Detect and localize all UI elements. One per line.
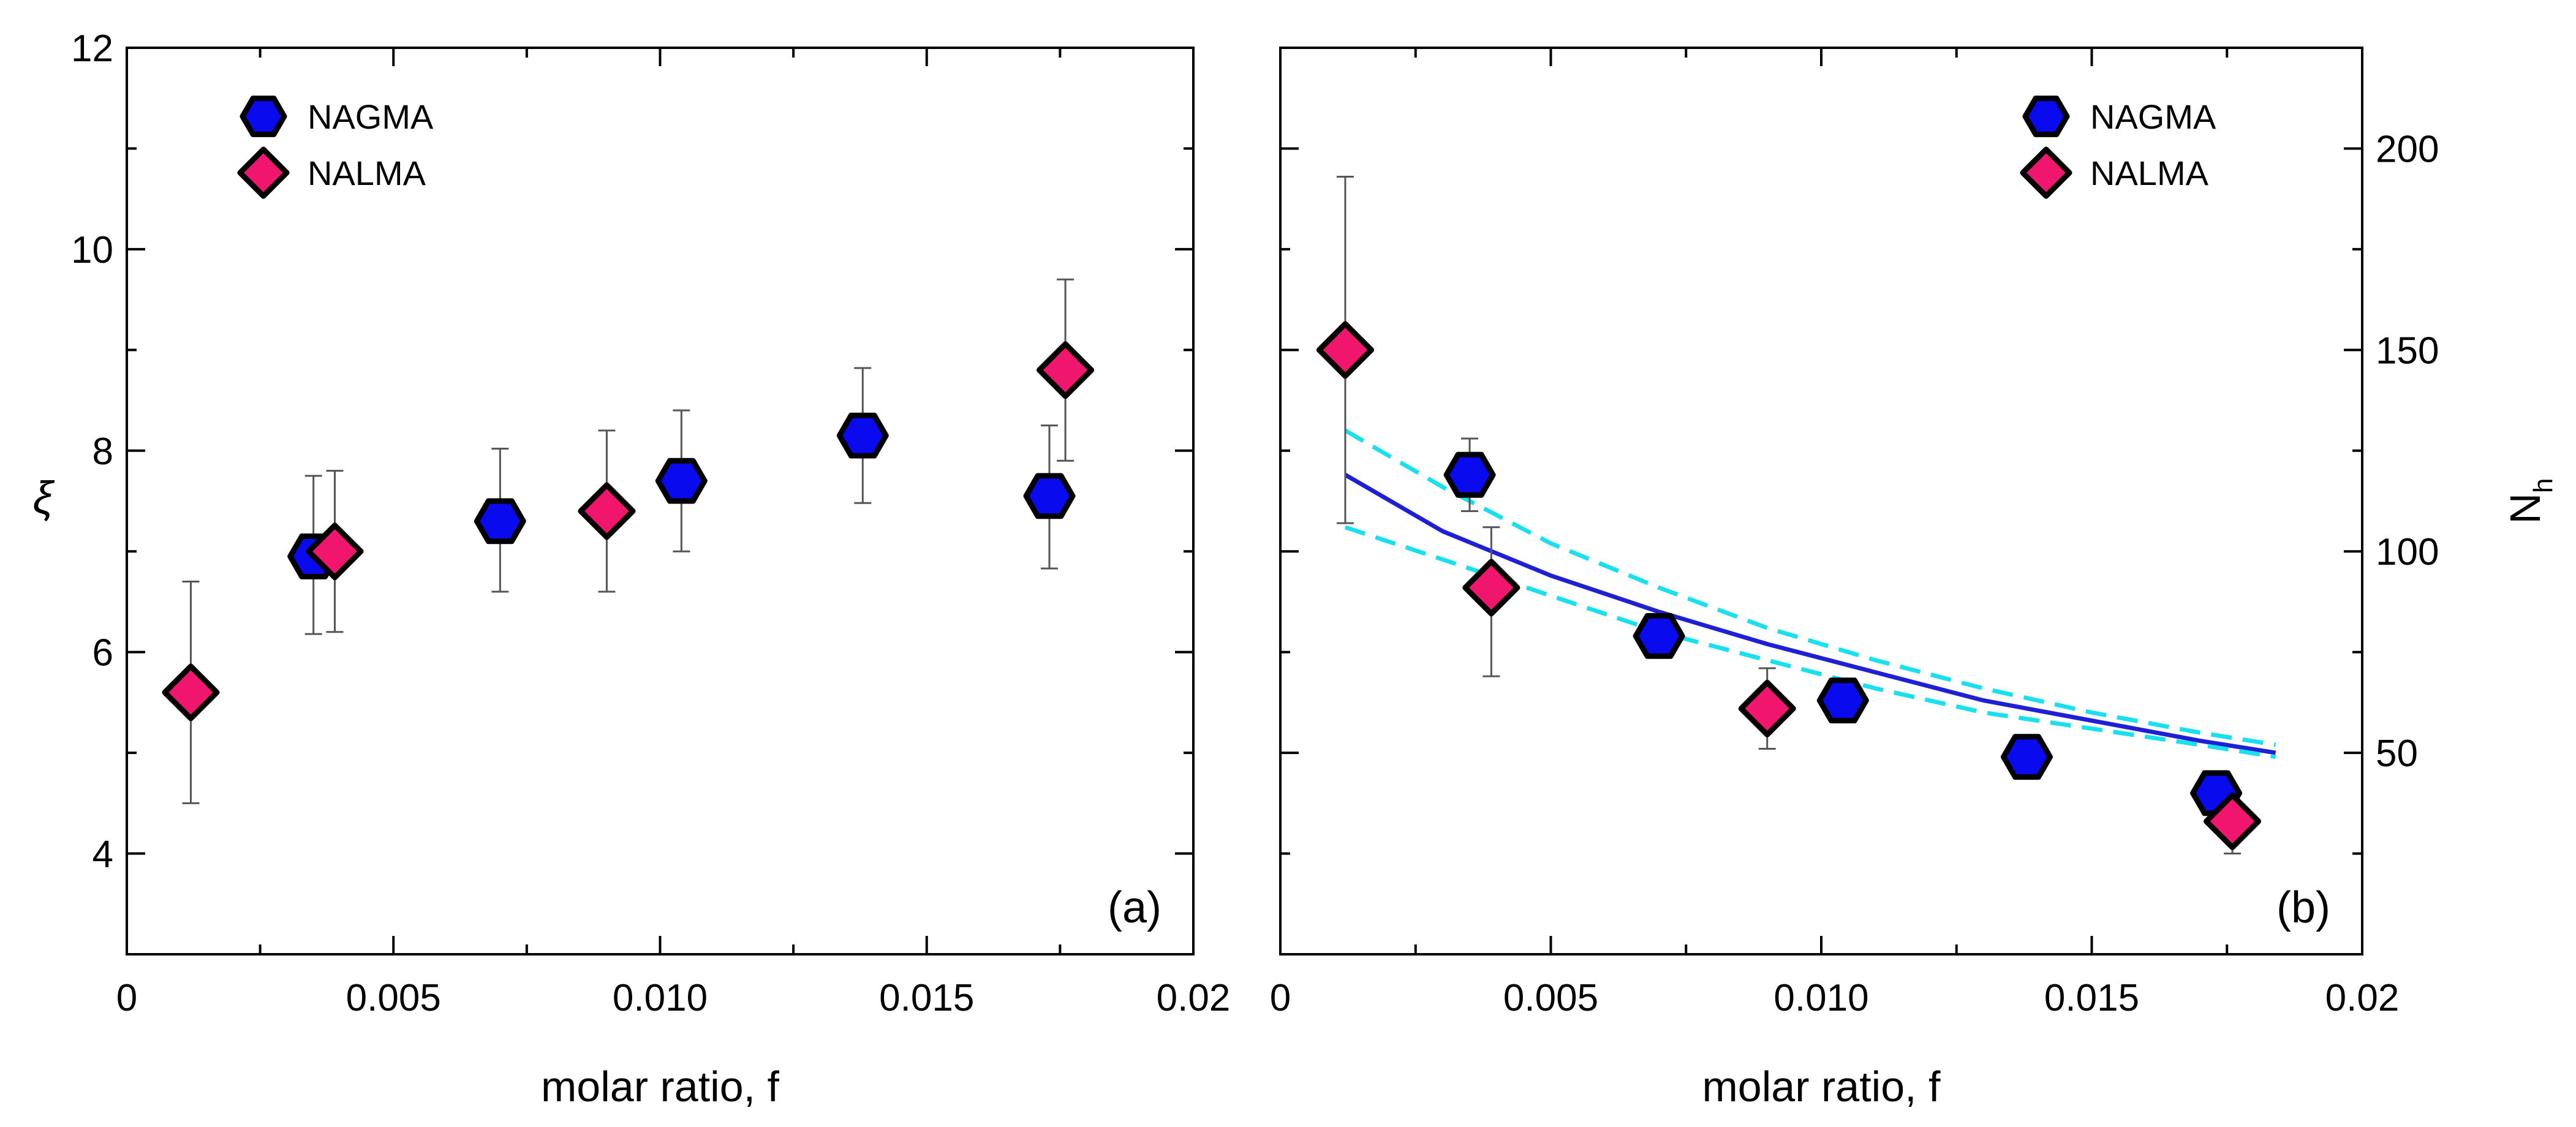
y-tick-label: 12 <box>71 28 113 70</box>
panel-label: (a) <box>1108 883 1161 932</box>
data-point-nagma <box>836 412 889 459</box>
panel-a: 0 0.005 0.010 0.015 0.02 4 6 8 10 12 molar ratio, … <box>32 28 1230 1110</box>
data-point-nagma <box>1633 612 1685 659</box>
legend-marker-nalma <box>237 146 290 199</box>
data-point-nalma <box>306 522 364 581</box>
y-axis-label: ξ <box>32 472 55 523</box>
y-tick-label: 100 <box>2376 531 2439 573</box>
data-point-nalma <box>1037 341 1095 399</box>
data-point-nagma <box>1023 473 1076 519</box>
data-point-nagma <box>2001 734 2053 780</box>
data-point-nalma <box>1462 559 1520 617</box>
legend-marker-nagma <box>2022 96 2070 137</box>
fit-line-fit <box>1344 473 2276 755</box>
x-tick-label: 0.015 <box>2044 977 2139 1019</box>
x-tick-label: 0 <box>116 977 137 1019</box>
x-axis-label: molar ratio, f <box>1702 1063 1941 1110</box>
x-axis-label: molar ratio, f <box>541 1063 780 1110</box>
y-tick-label: 10 <box>71 229 113 271</box>
legend-label: NAGMA <box>308 97 434 136</box>
data-point-nagma <box>474 498 526 545</box>
y-tick-label: 200 <box>2376 128 2439 170</box>
y-tick-label: 150 <box>2376 330 2439 372</box>
y-tick-label: 8 <box>93 431 113 473</box>
y-tick-label: 50 <box>2376 733 2418 775</box>
legend-label: NALMA <box>308 154 426 192</box>
legend-label: NAGMA <box>2090 97 2216 136</box>
x-tick-label: 0.005 <box>1503 977 1598 1019</box>
y-axis-label-subscript: h <box>2528 478 2558 492</box>
data-point-nalma <box>2204 792 2262 850</box>
fit-line-upper-bound <box>1344 428 2276 747</box>
x-tick-label: 0.005 <box>346 977 441 1019</box>
data-point-nalma <box>578 482 636 540</box>
x-tick-label: 0.010 <box>1773 977 1868 1019</box>
data-point-nagma <box>655 458 708 504</box>
legend-label: NALMA <box>2090 154 2209 192</box>
panel-label: (b) <box>2276 883 2330 932</box>
x-tick-label: 0.015 <box>879 977 974 1019</box>
panel-b: 0 0.005 0.010 0.015 0.02 50 100 150 200 molar rat… <box>1270 47 2558 1110</box>
x-tick-label: 0.010 <box>613 977 708 1019</box>
x-tick-label: 0 <box>1270 977 1291 1019</box>
data-point-nagma <box>1816 677 1869 723</box>
data-point-nagma <box>1443 451 1496 498</box>
x-tick-label: 0.02 <box>1157 977 1231 1019</box>
y-tick-label: 4 <box>93 834 113 876</box>
data-point-nalma <box>162 663 220 722</box>
data-point-nalma <box>1738 679 1796 737</box>
data-point-nalma <box>1316 321 1375 379</box>
legend-marker-nalma <box>2020 146 2072 199</box>
y-tick-label: 6 <box>93 632 113 674</box>
legend-marker-nagma <box>240 96 287 137</box>
x-tick-label: 0.02 <box>2325 977 2400 1019</box>
